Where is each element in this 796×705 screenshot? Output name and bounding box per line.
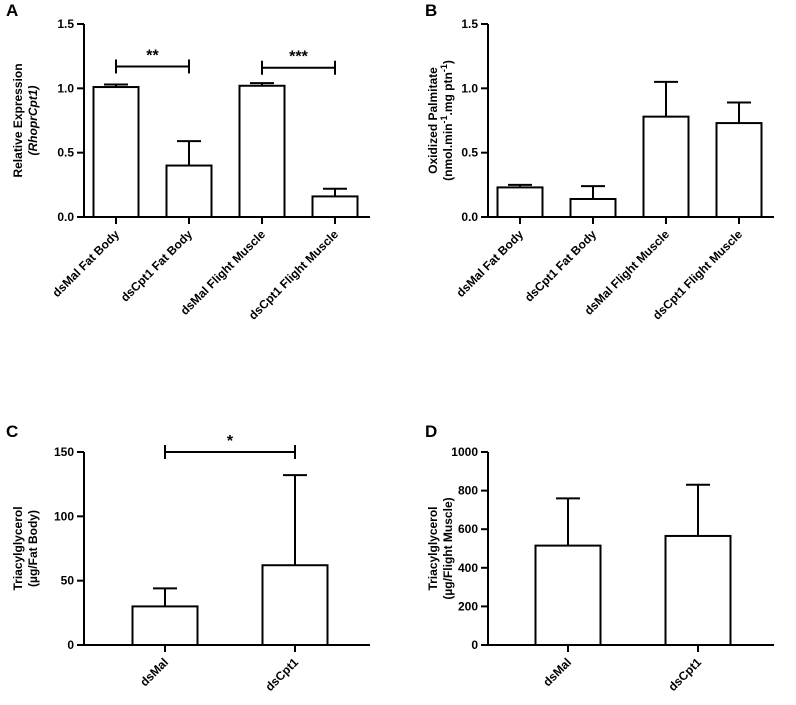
panel-a: A 0.0 0.5 1.0 1.5 Relative Expression (RhoprCp… [6,1,370,322]
y-tick-label: 200 [458,599,478,613]
y-tick-label: 150 [54,445,74,459]
y-axis-label: (RhoprCpt1) [26,86,40,156]
bar [664,534,732,647]
y-tick-label: 0 [471,638,478,652]
bar [715,122,763,218]
bar [131,605,199,647]
panel-letter: C [6,422,18,441]
x-tick-label: dsCpt1 [665,655,704,694]
panel-d: D 0 200 400 600 800 1000 Triacylglycerol (µg/Fli… [425,422,774,694]
y-tick-label: 1000 [451,445,478,459]
bar [92,86,140,219]
significance-label: * [227,433,234,450]
panel-letter: B [425,1,437,20]
bar [238,84,286,219]
panel-letter: D [425,422,437,441]
y-axis-label: (µg/Fat Body) [26,510,40,587]
x-tick-label: dsMal [540,655,574,689]
y-tick-label: 800 [458,484,478,498]
y-axis-label: Triacylglycerol [11,506,25,590]
y-axis-label: Relative Expression [11,63,25,177]
y-tick-label: 0.0 [57,210,74,224]
bar [496,186,544,218]
bar [261,564,329,647]
y-tick-label: 1.5 [461,17,478,31]
y-tick-label: 0 [67,638,74,652]
y-axis-label: Triacylglycerol [426,506,440,590]
y-tick-label: 0.5 [461,146,478,160]
bar [165,164,213,219]
y-tick-label: 50 [61,574,75,588]
y-tick-label: 400 [458,561,478,575]
y-axis-label: (nmol.min-1.mg ptn-1) [439,60,455,181]
y-axis-label: (µg/Flight Muscle) [441,497,455,599]
x-tick-label: dsMal Fat Body [454,227,527,300]
y-tick-label: 0.0 [461,210,478,224]
significance-label: *** [289,49,308,66]
x-tick-label: dsMal [137,655,171,689]
y-tick-label: 600 [458,522,478,536]
bar [534,544,602,646]
panel-b: B 0.0 0.5 1.0 1.5 Oxidized Palmitate (nmol.min… [425,1,774,322]
y-axis-label: Oxidized Palmitate [426,67,440,174]
significance-label: ** [146,47,159,64]
x-tick-label: dsCpt1 Fat Body [522,227,600,305]
y-tick-label: 1.0 [461,81,478,95]
bar [642,115,690,218]
panel-letter: A [6,1,18,20]
y-tick-label: 1.0 [57,81,74,95]
panel-c: C 0 50 100 150 Triacylglycerol (µg/Fat Body) ds… [6,422,370,694]
bar [569,197,617,218]
x-tick-label: dsCpt1 [262,655,301,694]
x-tick-label: dsMal Fat Body [50,227,123,300]
y-tick-label: 1.5 [57,17,74,31]
x-tick-label: dsCpt1 Fat Body [118,227,196,305]
y-tick-label: 100 [54,509,74,523]
y-tick-label: 0.5 [57,146,74,160]
bar [311,195,359,218]
